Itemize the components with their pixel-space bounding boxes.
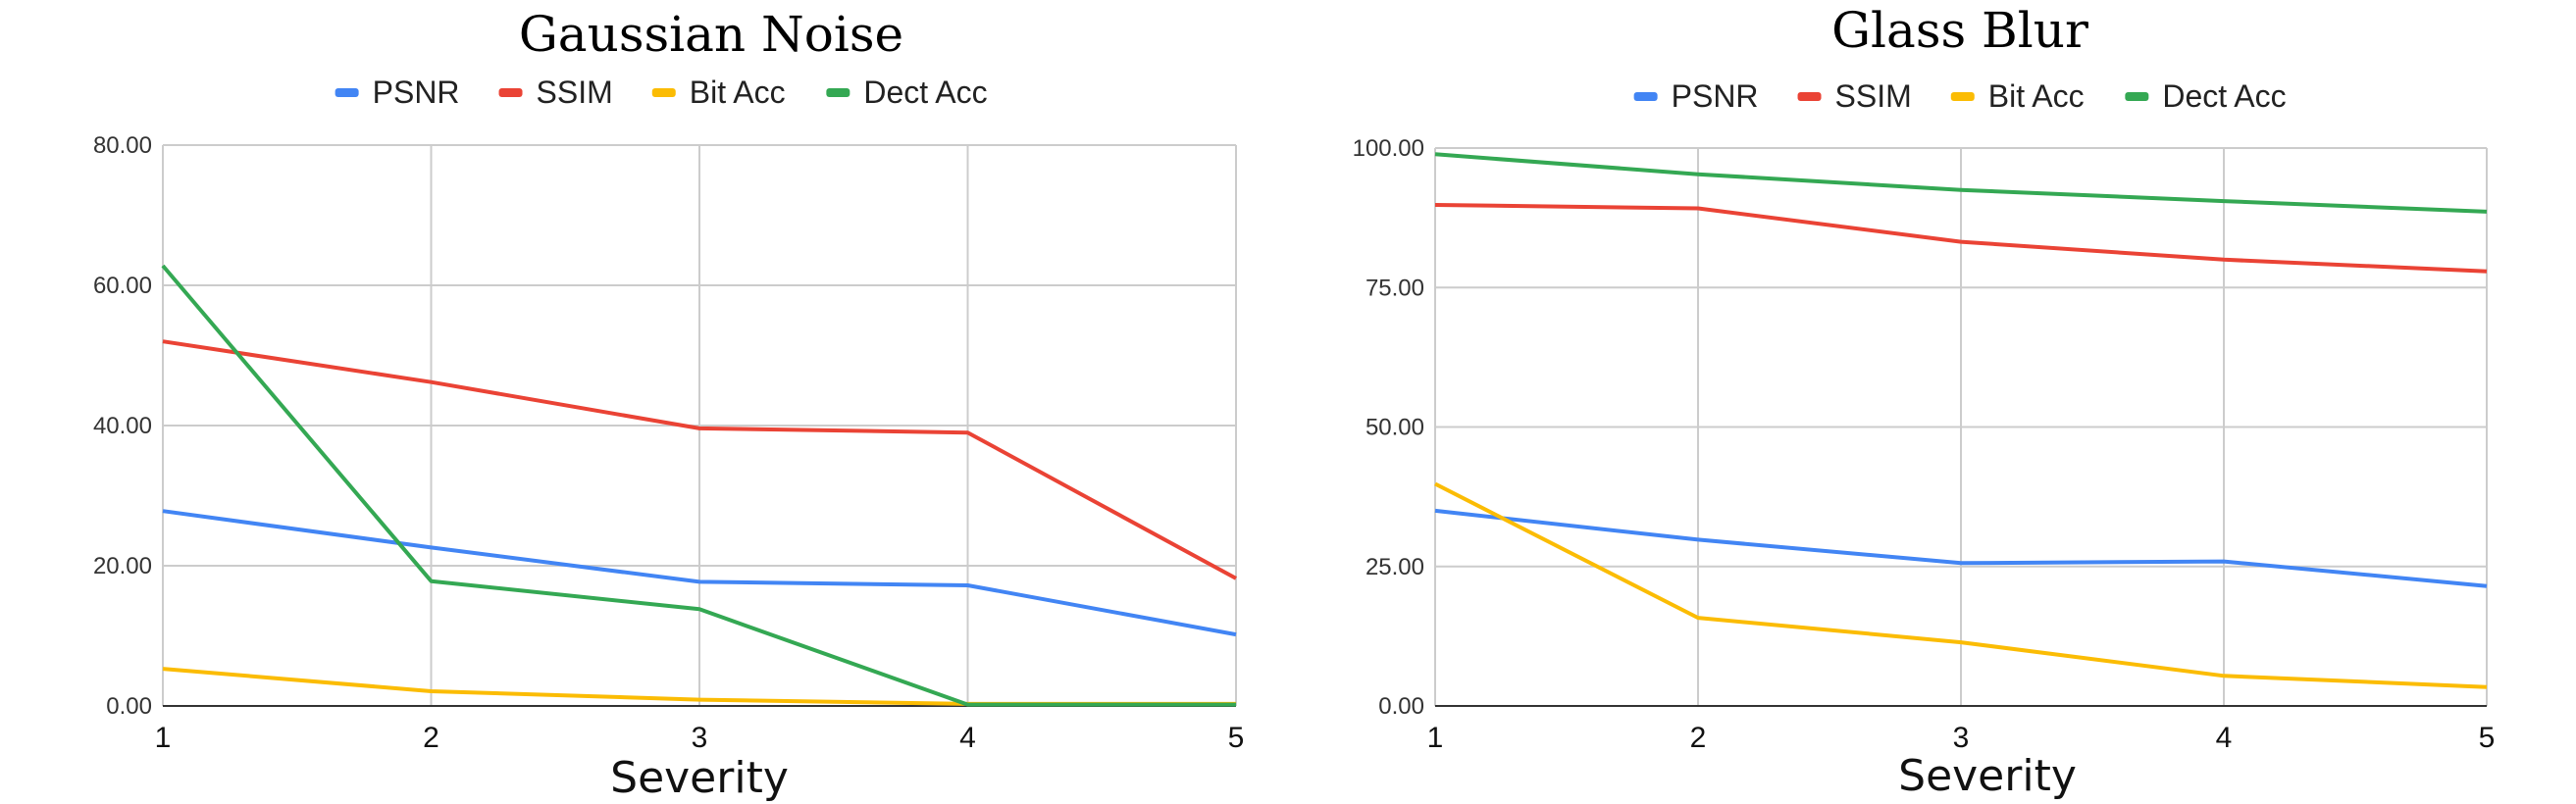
legend-label: PSNR — [373, 75, 460, 110]
y-tick-label: 0.00 — [106, 693, 152, 720]
legend: PSNR SSIM Bit Acc Dect Acc — [335, 75, 988, 110]
legend-item: PSNR — [1633, 78, 1759, 114]
legend-label: SSIM — [1835, 78, 1912, 114]
legend-swatch — [651, 88, 676, 97]
legend-item: SSIM — [1797, 78, 1912, 114]
series-line-dect-acc — [161, 264, 1236, 707]
y-tick-label: 100.00 — [1353, 135, 1424, 162]
y-tick-label: 80.00 — [93, 132, 152, 159]
y-tick-label: 75.00 — [1365, 275, 1424, 301]
legend-swatch — [1950, 92, 1975, 101]
chart-title: Glass Blur — [1831, 2, 2088, 59]
series-line-ssim — [162, 339, 1237, 580]
chart-2: Glass Blur PSNR SSIM Bit Acc Dect Acc 0.00 25.… — [1353, 2, 2496, 801]
grid — [162, 144, 1237, 706]
y-tick-label: 25.00 — [1365, 554, 1424, 580]
x-tick-label: 5 — [2479, 722, 2496, 754]
legend-label: SSIM — [537, 75, 613, 110]
legend-label: Dect Acc — [863, 75, 987, 110]
y-tick-label: 60.00 — [93, 273, 152, 299]
y-tick-label: 20.00 — [93, 553, 152, 579]
x-tick-label: 3 — [692, 722, 708, 754]
x-tick-label: 5 — [1228, 722, 1245, 754]
legend-label: PSNR — [1672, 78, 1759, 114]
legend: PSNR SSIM Bit Acc Dect Acc — [1633, 78, 2287, 114]
legend-item: Bit Acc — [651, 75, 786, 110]
legend-label: Dect Acc — [2162, 78, 2286, 114]
legend-swatch — [1797, 92, 1822, 101]
legend-item: Dect Acc — [826, 75, 988, 110]
legend-item: SSIM — [498, 75, 613, 110]
legend-label: Bit Acc — [690, 75, 786, 110]
chart-1: Gaussian Noise PSNR SSIM Bit Acc Dect Acc 0.0… — [93, 6, 1244, 803]
y-tick-label: 0.00 — [1378, 693, 1424, 720]
series-line-psnr — [1434, 508, 2488, 588]
legend-item: Dect Acc — [2125, 78, 2287, 114]
legend-swatch — [2125, 92, 2149, 101]
x-axis-label: Severity — [610, 753, 789, 803]
legend-swatch — [1633, 92, 1658, 101]
legend-item: PSNR — [335, 75, 460, 110]
y-tick-label: 50.00 — [1365, 415, 1424, 441]
legend-swatch — [335, 88, 359, 97]
x-tick-label: 3 — [1953, 722, 1970, 754]
x-tick-label: 4 — [959, 722, 976, 754]
x-axis-label: Severity — [1898, 751, 2077, 801]
legend-swatch — [826, 88, 850, 97]
legend-swatch — [498, 88, 523, 97]
x-tick-label: 1 — [1427, 722, 1444, 754]
series-line-dect-acc — [1434, 152, 2488, 214]
series-line-bit-acc — [1434, 481, 2488, 689]
series-line-psnr — [162, 509, 1237, 637]
y-tick-label: 40.00 — [93, 413, 152, 439]
x-tick-label: 2 — [1690, 722, 1707, 754]
legend-item: Bit Acc — [1950, 78, 2085, 114]
x-tick-label: 1 — [155, 722, 172, 754]
legend-label: Bit Acc — [1988, 78, 2085, 114]
series-line-ssim — [1434, 203, 2488, 274]
chart-title: Gaussian Noise — [519, 6, 903, 63]
grid — [1434, 147, 2488, 706]
x-tick-label: 2 — [423, 722, 439, 754]
x-tick-label: 4 — [2216, 722, 2233, 754]
